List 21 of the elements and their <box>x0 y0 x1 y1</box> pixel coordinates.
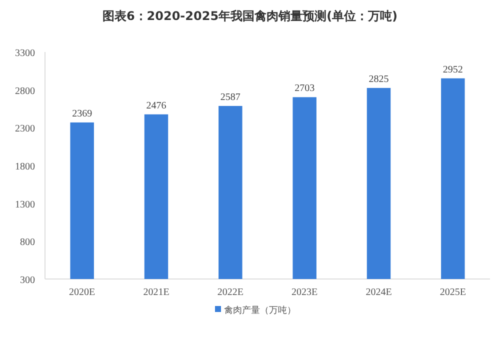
y-tick-label: 3300 <box>15 48 35 59</box>
data-label: 2369 <box>72 108 92 120</box>
x-tick-label: 2024E <box>366 287 392 298</box>
chart-title: 图表6：2020-2025年我国禽肉销量预测(单位：万吨) <box>102 9 398 23</box>
legend-label: 禽肉产量（万吨） <box>224 305 296 316</box>
x-tick-label: 2020E <box>69 287 96 298</box>
y-tick-label: 1800 <box>15 162 35 172</box>
x-tick-label: 2021E <box>143 287 170 298</box>
y-tick-label: 300 <box>20 275 35 286</box>
data-label: 2703 <box>294 83 315 94</box>
x-tick-label: 2022E <box>217 287 244 298</box>
data-label: 2952 <box>442 64 463 76</box>
data-label: 2825 <box>368 74 389 85</box>
y-tick-label: 1300 <box>15 199 35 210</box>
data-label: 2587 <box>220 92 240 103</box>
data-label: 2476 <box>146 100 166 112</box>
y-tick-label: 800 <box>20 237 35 248</box>
x-tick-label: 2025E <box>440 287 466 298</box>
x-tick-label: 2023E <box>292 287 318 298</box>
y-tick-label: 2300 <box>15 124 35 135</box>
y-tick-label: 2800 <box>15 86 35 97</box>
